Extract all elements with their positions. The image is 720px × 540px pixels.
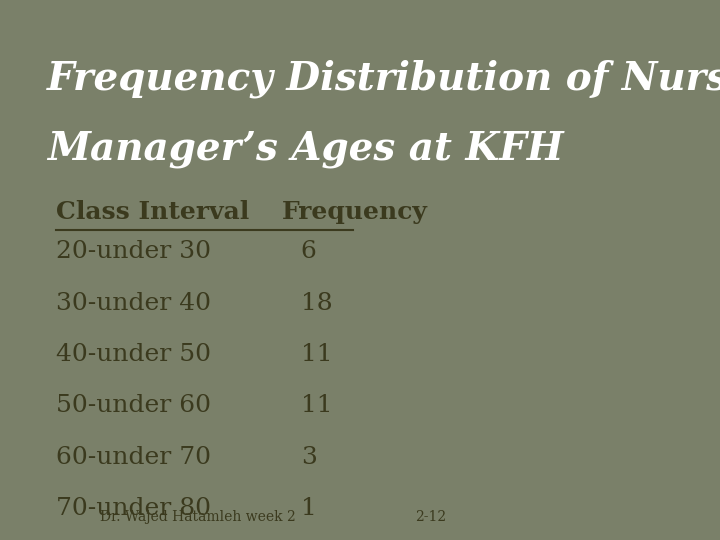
Text: 11: 11 <box>301 343 333 366</box>
Text: 1: 1 <box>301 497 317 520</box>
Text: Frequency Distribution of Nursing: Frequency Distribution of Nursing <box>47 59 720 98</box>
Text: 30-under 40: 30-under 40 <box>56 292 212 315</box>
Text: 2-12: 2-12 <box>415 510 446 524</box>
Text: Manager’s Ages at KFH: Manager’s Ages at KFH <box>47 130 564 167</box>
Text: 18: 18 <box>301 292 333 315</box>
Text: 50-under 60: 50-under 60 <box>56 394 212 417</box>
Text: 11: 11 <box>301 394 333 417</box>
Text: 40-under 50: 40-under 50 <box>56 343 212 366</box>
Text: 60-under 70: 60-under 70 <box>56 446 212 469</box>
Text: 20-under 30: 20-under 30 <box>56 240 212 264</box>
Text: Class Interval: Class Interval <box>56 200 250 224</box>
Text: 70-under 80: 70-under 80 <box>56 497 212 520</box>
Text: 3: 3 <box>301 446 317 469</box>
Text: 6: 6 <box>301 240 317 264</box>
Text: Frequency: Frequency <box>282 200 428 224</box>
Text: Dr. Wajed Hatamleh week 2: Dr. Wajed Hatamleh week 2 <box>99 510 295 524</box>
